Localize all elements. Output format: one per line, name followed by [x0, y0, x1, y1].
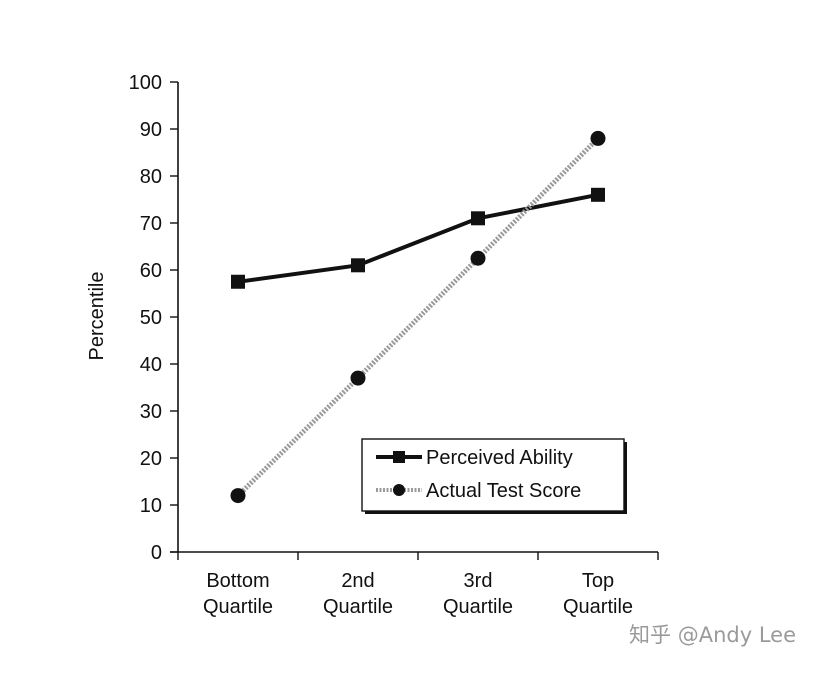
y-tick-label: 70 [140, 213, 162, 235]
data-point-circle [230, 488, 246, 504]
data-point-square [471, 211, 485, 226]
legend-label: Perceived Ability [426, 447, 573, 469]
data-point-circle [350, 370, 366, 386]
axes: 0 10 20 30 40 50 60 70 80 90 100 Bottom Quartile 2nd Q… [129, 72, 659, 618]
y-tick-label: 90 [140, 119, 162, 141]
series-line-1 [237, 192, 599, 284]
series-layer [230, 130, 606, 504]
x-tick-label: Top Quartile [563, 570, 633, 618]
y-tick-label: 20 [140, 448, 162, 470]
data-point-circle [590, 130, 606, 146]
y-tick-label: 100 [129, 72, 162, 94]
y-tick-label: 60 [140, 260, 162, 282]
legend: Perceived Ability Actual Test Score [361, 438, 627, 514]
series-line-2 [236, 136, 600, 498]
x-tick-label: Bottom Quartile [203, 570, 273, 618]
y-tick-label: 0 [151, 542, 162, 564]
y-tick-label: 50 [140, 307, 162, 329]
y-axis-label: Percentile [86, 272, 108, 361]
watermark: 知乎 @Andy Lee [629, 623, 796, 647]
y-tick-label: 80 [140, 166, 162, 188]
data-point-square [591, 187, 605, 202]
y-tick-label: 30 [140, 401, 162, 423]
legend-marker-square [393, 451, 405, 463]
y-tick-label: 40 [140, 354, 162, 376]
x-tick-label: 3rd Quartile [443, 570, 513, 618]
y-tick-label: 10 [140, 495, 162, 517]
data-point-square [351, 258, 365, 273]
legend-label: Actual Test Score [426, 480, 581, 502]
data-point-circle [470, 250, 486, 266]
x-tick-label: 2nd Quartile [323, 570, 393, 618]
legend-marker-circle [393, 484, 405, 496]
legend-box [361, 438, 625, 512]
data-point-square [231, 274, 245, 289]
